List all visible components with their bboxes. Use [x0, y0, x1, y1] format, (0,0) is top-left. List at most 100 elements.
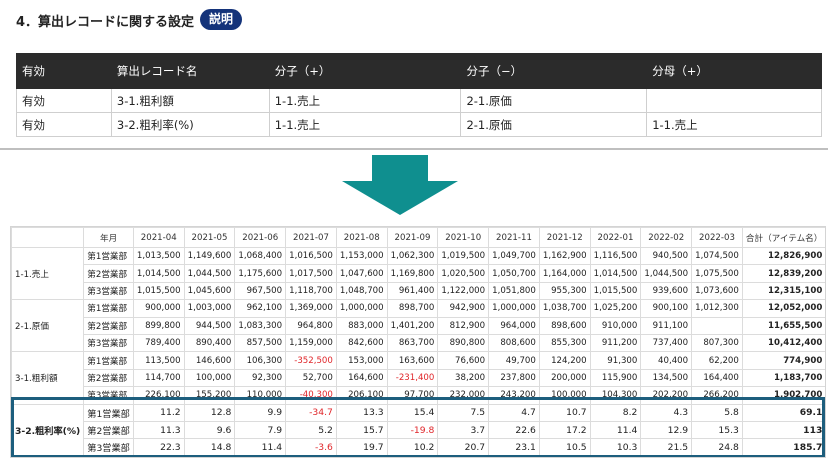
month-header: 2021-04: [132, 227, 185, 248]
value-cell: 1,122,000: [437, 281, 490, 301]
item-total-cell: 1,183,700: [741, 368, 825, 388]
result-row: 3-2.粗利率(%) 第1営業部 11.2 12.8 9.9 -34.7 13.3 15.4 7…: [11, 403, 825, 457]
settings-cell[interactable]: 有効: [16, 88, 112, 113]
value-cell: 1,164,000: [538, 264, 591, 283]
dept-cell: 第2営業部: [83, 316, 134, 335]
settings-cell[interactable]: 1-1.売上: [268, 112, 462, 137]
value-cell: 1,014,500: [132, 264, 185, 283]
value-cell: 955,300: [538, 281, 591, 301]
value-cell: 17.2: [538, 420, 591, 440]
settings-cell[interactable]: 1-1.売上: [646, 112, 822, 137]
value-cell: 1,047,600: [335, 264, 388, 283]
item-total-cell: 1,902,700: [741, 386, 825, 405]
settings-header-cell: 分母（+）: [646, 53, 822, 89]
item-total-cell: 10,412,400: [741, 333, 825, 353]
item-total-cell: 12,839,200: [741, 264, 825, 283]
value-cell: 1,116,500: [589, 246, 642, 266]
value-cell: -352,500: [285, 351, 337, 370]
value-cell: 911,100: [640, 316, 693, 335]
value-cell: 1,062,300: [386, 246, 439, 266]
value-cell: 1,049,700: [488, 246, 540, 266]
item-total-cell: 69.1: [741, 403, 825, 422]
value-cell: 232,000: [437, 386, 490, 405]
value-cell: 76,600: [437, 351, 490, 370]
help-button[interactable]: 説明: [200, 9, 243, 30]
value-cell: 1,044,500: [183, 264, 236, 283]
month-header: 2021-12: [538, 227, 591, 248]
dept-cell: 第2営業部: [83, 264, 134, 283]
value-cell: 910,000: [589, 316, 642, 335]
result-row: 1-1.売上 第1営業部 1,013,500 1,149,600 1,068,400 1,…: [11, 246, 825, 301]
value-cell: 812,900: [437, 316, 490, 335]
value-cell: 9.6: [183, 420, 236, 440]
dept-cell: 第3営業部: [83, 333, 134, 353]
value-cell: -19.8: [386, 420, 439, 440]
value-cell: 1,074,500: [691, 246, 743, 266]
value-cell: 243,200: [488, 386, 540, 405]
value-cell: 737,400: [640, 333, 693, 353]
value-cell: 1,044,500: [640, 264, 693, 283]
value-cell: 1,038,700: [538, 299, 591, 318]
value-cell: 5.2: [285, 420, 337, 440]
dept-cell: 第2営業部: [83, 420, 134, 440]
item-total-cell: 12,826,900: [741, 246, 825, 266]
item-total-header: 合計（アイテム名）: [741, 227, 825, 248]
value-cell: 21.5: [640, 438, 693, 457]
value-cell: 1,159,000: [285, 333, 337, 353]
value-cell: 15.3: [691, 420, 743, 440]
settings-cell[interactable]: 3-1.粗利額: [110, 88, 270, 113]
value-cell: 1,050,700: [488, 264, 540, 283]
value-cell: -40,300: [285, 386, 337, 405]
value-cell: 200,000: [538, 368, 591, 388]
month-header: 2022-03: [691, 227, 743, 248]
result-row: 第2営業部 899,800 944,500 1,083,300 964,800 883,0…: [12, 316, 825, 335]
value-cell: 11.4: [234, 438, 287, 457]
value-cell: -34.7: [285, 403, 337, 422]
value-cell: 1,153,000: [335, 246, 388, 266]
result-row: 第3営業部 789,400 890,400 857,500 1,159,000 842,6…: [12, 333, 825, 353]
value-cell: 1,169,800: [386, 264, 439, 283]
settings-cell[interactable]: [646, 88, 822, 113]
value-cell: 110,000: [234, 386, 287, 405]
value-cell: 22.6: [488, 420, 540, 440]
settings-cell[interactable]: 3-2.粗利率(%): [110, 112, 270, 137]
settings-row: 有効 3-2.粗利率(%) 1-1.売上 2-1.原価 1-1.売上: [16, 112, 822, 137]
dept-cell: 第3営業部: [83, 438, 134, 457]
value-cell: 1,015,500: [132, 281, 185, 301]
value-cell: 15.4: [386, 403, 439, 422]
value-cell: 808,600: [488, 333, 540, 353]
value-cell: 13.3: [335, 403, 388, 422]
item-total-cell: 113: [741, 420, 825, 440]
value-cell: 97,700: [386, 386, 439, 405]
value-cell: 1,000,000: [488, 299, 540, 318]
record-name-cell: 1-1.売上: [11, 246, 85, 301]
value-cell: 939,600: [640, 281, 693, 301]
settings-cell[interactable]: 2-1.原価: [460, 112, 648, 137]
value-cell: 134,500: [640, 368, 693, 388]
value-cell: 1,020,500: [437, 264, 490, 283]
settings-cell[interactable]: 2-1.原価: [460, 88, 648, 113]
value-cell: 890,800: [437, 333, 490, 353]
dept-cell: 第1営業部: [83, 246, 134, 266]
settings-row: 有効 3-1.粗利額 1-1.売上 2-1.原価: [16, 88, 822, 113]
value-cell: 10.5: [538, 438, 591, 457]
value-cell: 1,073,600: [691, 281, 743, 301]
settings-cell[interactable]: 1-1.売上: [268, 88, 462, 113]
value-cell: 1,051,800: [488, 281, 540, 301]
section-title: 4．算出レコードに関する設定: [16, 15, 195, 30]
settings-cell[interactable]: 有効: [16, 112, 112, 137]
value-cell: 789,400: [132, 333, 185, 353]
dept-cell: 第1営業部: [83, 351, 134, 370]
month-header: 2021-11: [488, 227, 540, 248]
value-cell: 1,025,200: [589, 299, 642, 318]
value-cell: -231,400: [386, 368, 439, 388]
month-header: 2021-10: [437, 227, 490, 248]
result-row: 第3営業部 22.3 14.8 11.4 -3.6 19.7 10.2 20.7 23.1 10.…: [12, 438, 825, 457]
value-cell: 1,003,000: [183, 299, 236, 318]
result-table: 年月 2021-04 2021-05 2021-06 2021-07 2021-08 202…: [11, 227, 825, 457]
value-cell: 1,162,900: [538, 246, 591, 266]
calc-record-settings-panel: 4．算出レコードに関する設定 説明 有効 算出レコード名 分子（+） 分子（−） 分母（…: [0, 0, 828, 150]
value-cell: 115,900: [589, 368, 642, 388]
month-header: 2021-09: [386, 227, 439, 248]
value-cell: 20.7: [437, 438, 490, 457]
